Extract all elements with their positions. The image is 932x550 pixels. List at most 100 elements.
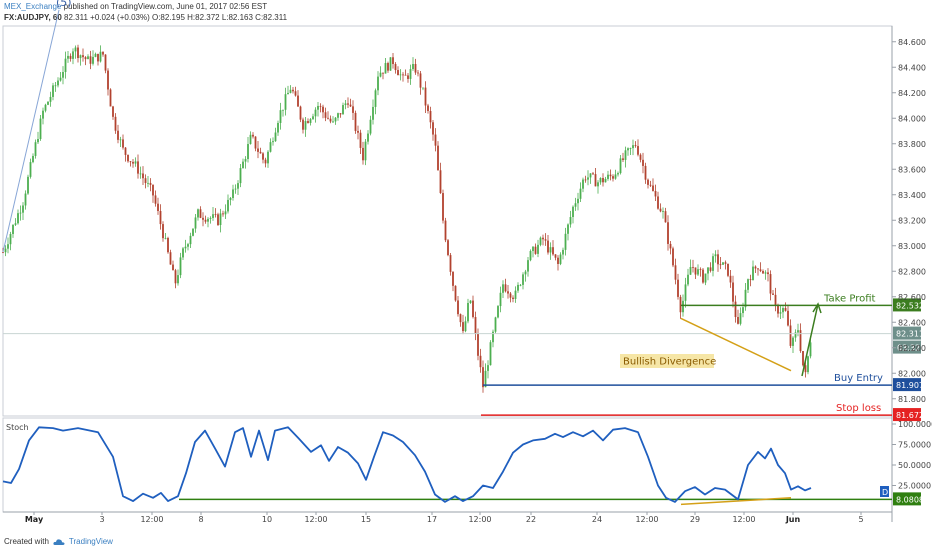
candle-body: [199, 209, 202, 218]
price-tick-label: 82.400: [898, 318, 926, 327]
take-profit-price-label: 82.532: [896, 301, 924, 310]
stoch-value-badge: [893, 492, 921, 506]
candle-body: [229, 198, 232, 200]
wave-5-label: (5): [56, 0, 72, 9]
candle-body: [9, 234, 12, 245]
candle-body: [682, 300, 684, 313]
candle-body: [234, 188, 237, 190]
candle-body: [354, 112, 357, 131]
candle-body: [172, 264, 174, 271]
candle-body: [117, 130, 119, 140]
price-tick-label: 83.600: [898, 165, 926, 174]
candle-body: [364, 141, 367, 161]
candle-body: [674, 265, 677, 280]
candle-body: [252, 134, 254, 137]
candle-body: [552, 247, 554, 255]
candle-body: [139, 173, 142, 175]
candle-body: [487, 365, 489, 371]
candle-body: [592, 173, 594, 175]
candle-body: [167, 237, 169, 253]
candle-body: [467, 302, 469, 322]
candle-body: [132, 161, 134, 164]
candle-body: [332, 121, 334, 123]
candle-body: [647, 179, 649, 185]
candle-body: [424, 87, 427, 106]
candle-body: [84, 57, 87, 60]
candle-body: [494, 317, 497, 332]
candle-body: [492, 331, 494, 343]
candle-body: [619, 158, 622, 174]
candle-body: [107, 70, 109, 90]
candle-body: [437, 145, 439, 171]
symbol-line: FX:AUDJPY, 60 82.311 +0.024 (+0.03%) O:8…: [4, 13, 287, 22]
candle-body: [239, 168, 242, 184]
candle-body: [272, 141, 274, 143]
candle-body: [652, 185, 654, 191]
price-tick-label: 83.200: [898, 216, 926, 225]
candle-body: [192, 228, 194, 236]
candle-body: [712, 256, 714, 271]
candle-body: [549, 247, 552, 253]
candle-body: [444, 220, 447, 241]
candle-body: [159, 210, 162, 225]
candle-body: [672, 248, 674, 266]
candle-body: [2, 252, 4, 253]
candle-body: [684, 284, 687, 301]
candle-body: [557, 257, 559, 264]
candle-body: [374, 90, 377, 107]
candle-body: [232, 189, 234, 199]
grid: [2, 25, 893, 522]
candle-body: [534, 246, 537, 254]
tradingview-brand[interactable]: TradingView: [68, 537, 113, 546]
candle-body: [732, 282, 734, 302]
candle-body: [452, 271, 454, 286]
candle-body: [14, 223, 17, 225]
stoch-tick-label: 75.0000: [898, 441, 931, 450]
price-levels: 82.311 03:32 Take Profit 82.532 Buy Entry 81.…: [3, 293, 924, 422]
current-price-badge: [893, 326, 921, 340]
candle-body: [632, 145, 634, 149]
price-tick-label: 82.000: [898, 369, 926, 378]
candle-body: [214, 214, 217, 216]
candle-body: [794, 332, 797, 338]
candle-body: [187, 244, 189, 247]
candle-body: [412, 64, 414, 70]
candle-body: [242, 161, 244, 169]
take-profit-price-badge: [893, 298, 921, 312]
candle-body: [119, 139, 122, 141]
candle-body: [279, 110, 282, 123]
candle-body: [447, 240, 449, 256]
candle-body: [264, 159, 267, 164]
time-tick-label: 29: [690, 515, 700, 524]
candle-body: [462, 322, 464, 332]
candle-body: [742, 307, 744, 314]
candle-body: [209, 217, 212, 219]
candle-body: [709, 267, 712, 271]
candle-body: [614, 174, 617, 179]
candle-body: [299, 106, 302, 120]
candle-body: [362, 147, 364, 161]
main-pane-frame: [2, 25, 893, 417]
stoch-tick-label: 25.0000: [898, 482, 931, 491]
candle-body: [147, 182, 149, 184]
candle-body: [717, 254, 719, 265]
candle-body: [699, 269, 702, 271]
candle-body: [52, 85, 54, 97]
candle-body: [489, 342, 492, 366]
publisher-link[interactable]: MEX_Exchange: [4, 2, 62, 11]
candle-body: [802, 351, 804, 366]
candle-body: [757, 268, 759, 270]
candle-body: [479, 355, 482, 368]
candle-body: [267, 151, 269, 164]
candle-body: [622, 158, 624, 160]
candles: [2, 44, 812, 393]
candle-body: [502, 284, 504, 293]
candle-body: [104, 54, 107, 71]
candle-body: [657, 196, 659, 209]
candle-body: [752, 266, 754, 281]
candle-body: [129, 161, 132, 163]
candle-body: [474, 317, 477, 334]
candle-body: [692, 266, 694, 268]
time-tick-label: 3: [99, 515, 104, 524]
